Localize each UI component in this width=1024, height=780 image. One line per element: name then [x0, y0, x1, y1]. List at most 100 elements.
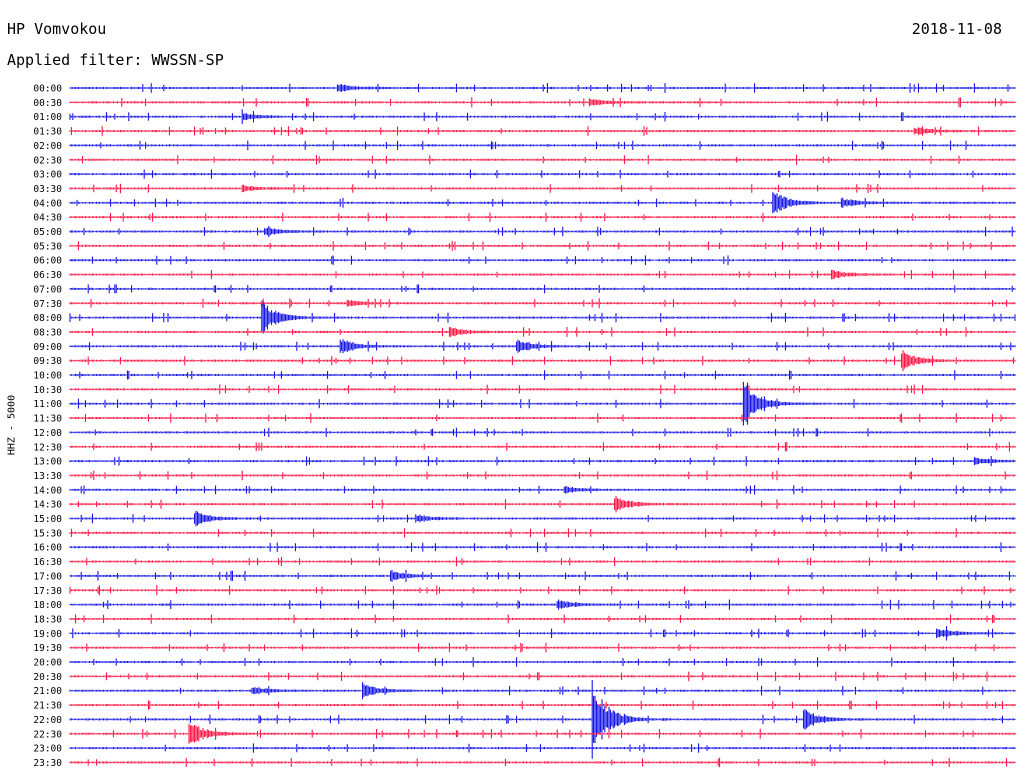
- trace-line: [69, 642, 1016, 653]
- time-label: 11:00: [33, 399, 62, 410]
- time-label: 11:30: [33, 414, 62, 425]
- time-label: 19:00: [33, 629, 62, 640]
- time-label: 17:00: [33, 571, 62, 582]
- trace-line: [69, 626, 1016, 641]
- trace-line: [69, 413, 1016, 423]
- time-label: 07:00: [33, 284, 62, 295]
- trace-line: [69, 97, 1016, 108]
- time-label: 14:00: [33, 485, 62, 496]
- time-label: 17:30: [33, 586, 62, 597]
- time-label: 03:30: [33, 184, 62, 195]
- trace-line: [69, 657, 1016, 667]
- time-label: 10:00: [33, 371, 62, 382]
- time-label: 00:30: [33, 98, 62, 109]
- trace-line: [69, 723, 1016, 744]
- time-label: 15:00: [33, 514, 62, 525]
- trace-line: [69, 183, 1016, 194]
- trace-line: [69, 126, 1016, 136]
- time-label: 20:00: [33, 658, 62, 669]
- filter-label: Applied filter: WWSSN-SP: [7, 51, 224, 69]
- trace-line: [69, 485, 1016, 495]
- trace-line: [69, 154, 1016, 165]
- trace-line: [69, 255, 1016, 265]
- trace-line: [69, 327, 1016, 337]
- time-label: 08:00: [33, 313, 62, 324]
- time-label: 05:00: [33, 227, 62, 238]
- time-label: 04:00: [33, 198, 62, 209]
- trace-line: [69, 456, 1016, 467]
- trace-line: [69, 680, 1016, 759]
- trace-line: [69, 495, 1016, 513]
- trace-line: [69, 614, 1016, 624]
- time-label: 13:30: [33, 471, 62, 482]
- time-label: 09:30: [33, 356, 62, 367]
- time-label: 08:30: [33, 327, 62, 338]
- time-label: 07:30: [33, 299, 62, 310]
- time-label: 03:00: [33, 170, 62, 181]
- trace-line: [69, 192, 1016, 214]
- time-label: 18:00: [33, 600, 62, 611]
- trace-line: [69, 757, 1016, 768]
- time-label: 18:30: [33, 614, 62, 625]
- station-name: HP Vomvokou: [7, 20, 107, 38]
- time-label: 02:00: [33, 141, 62, 152]
- time-label: 21:00: [33, 686, 62, 697]
- trace-line: [69, 427, 1016, 438]
- time-label: 02:30: [33, 155, 62, 166]
- time-label: 10:30: [33, 385, 62, 396]
- time-label: 22:00: [33, 715, 62, 726]
- trace-line: [69, 470, 1016, 481]
- time-label: 20:30: [33, 672, 62, 683]
- time-label: 12:30: [33, 442, 62, 453]
- trace-line: [69, 298, 1016, 309]
- trace-line: [69, 542, 1016, 553]
- time-label: 00:00: [33, 84, 62, 95]
- time-label: 14:30: [33, 500, 62, 511]
- trace-line: [69, 682, 1016, 700]
- trace-line: [69, 301, 1016, 334]
- trace-line: [69, 743, 1016, 753]
- time-label: 22:30: [33, 729, 62, 740]
- trace-line: [69, 339, 1016, 354]
- time-label: 19:30: [33, 643, 62, 654]
- time-label: 23:00: [33, 744, 62, 755]
- time-label: 01:30: [33, 127, 62, 138]
- time-label: 16:30: [33, 557, 62, 568]
- trace-line: [69, 370, 1016, 380]
- time-label: 21:30: [33, 701, 62, 712]
- time-label: 15:30: [33, 528, 62, 539]
- record-date: 2018-11-08: [911, 20, 1002, 38]
- trace-line: [69, 556, 1016, 567]
- time-label: 06:00: [33, 256, 62, 267]
- trace-line: [69, 269, 1016, 280]
- time-label: 01:00: [33, 112, 62, 123]
- trace-line: [69, 569, 1016, 582]
- time-label: 12:00: [33, 428, 62, 439]
- trace-line: [69, 225, 1016, 238]
- trace-line: [69, 700, 1016, 710]
- trace-line: [69, 169, 1016, 179]
- time-label: 13:00: [33, 457, 62, 468]
- trace-line: [69, 350, 1016, 372]
- time-label: 23:30: [33, 758, 62, 769]
- time-label: 16:00: [33, 543, 62, 554]
- trace-line: [69, 384, 1016, 395]
- trace-line: [69, 442, 1016, 452]
- trace-line: [69, 381, 1016, 426]
- time-label: 04:30: [33, 213, 62, 224]
- trace-line: [69, 109, 1016, 125]
- time-label: 05:30: [33, 241, 62, 252]
- trace-line: [69, 140, 1016, 151]
- trace-line: [69, 212, 1016, 222]
- trace-line: [69, 599, 1016, 610]
- trace-line: [69, 510, 1016, 527]
- trace-line: [69, 528, 1016, 538]
- trace-line: [69, 671, 1016, 682]
- trace-line: [69, 284, 1016, 294]
- time-label: 06:30: [33, 270, 62, 281]
- trace-line: [69, 585, 1016, 596]
- time-label: 09:00: [33, 342, 62, 353]
- trace-line: [69, 83, 1016, 93]
- trace-line: [69, 241, 1016, 251]
